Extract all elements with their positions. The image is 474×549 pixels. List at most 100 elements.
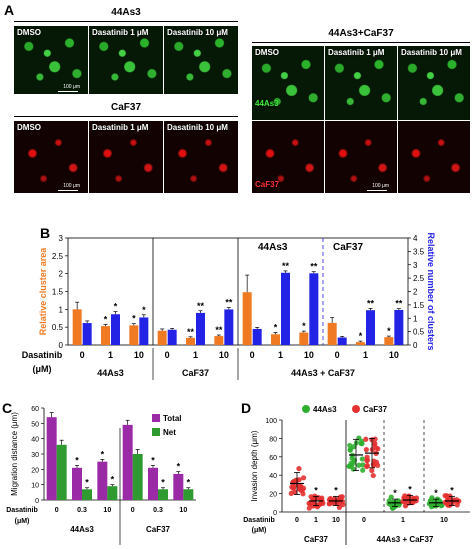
x-category: 0 xyxy=(55,507,59,514)
bar xyxy=(82,323,92,345)
significance-star: * xyxy=(161,478,165,488)
bar xyxy=(173,473,184,500)
x-unit: (μM) xyxy=(15,518,30,525)
bar xyxy=(337,337,347,345)
data-point xyxy=(292,489,298,495)
legend-marker xyxy=(352,405,360,413)
significance-star: ** xyxy=(282,261,290,271)
scale-bar xyxy=(367,190,387,191)
x-category: 0 xyxy=(165,350,170,360)
y-tick-label: 10 xyxy=(31,483,39,490)
significance-star: * xyxy=(387,326,391,336)
overlay-green-label: 44As3 xyxy=(255,99,279,108)
data-point xyxy=(336,504,342,511)
x-unit: (μM) xyxy=(252,527,267,534)
y-tick-label: 60 xyxy=(31,406,39,413)
scale-label: 100 μm xyxy=(63,84,80,90)
label: Dasatinib 1 μM xyxy=(92,28,149,37)
panel-a-title-coculture: 44As3+CaF37 xyxy=(328,28,394,39)
micro-44as3-das10: Dasatinib 10 μM xyxy=(164,26,238,94)
bar xyxy=(366,310,375,345)
data-point xyxy=(413,498,419,504)
data-point xyxy=(363,447,369,453)
label: Dasatinib 10 μM xyxy=(401,48,462,57)
bar xyxy=(101,326,110,345)
bar xyxy=(158,489,168,500)
data-point xyxy=(369,467,375,474)
panel-a-title-44as3: 44As3 xyxy=(111,7,141,18)
significance-star: * xyxy=(187,478,191,488)
y-right-tick-label: 1.5 xyxy=(413,301,425,310)
x-category: 0 xyxy=(250,350,255,360)
data-point xyxy=(375,462,381,468)
y-right-tick-label: 3.5 xyxy=(413,247,425,256)
inset-group-title: 44As3 xyxy=(258,242,288,253)
x-category: 10 xyxy=(440,517,448,524)
bar xyxy=(196,312,205,345)
legend-marker xyxy=(302,405,310,413)
y-left-tick-label: 1 xyxy=(59,305,64,314)
legend-label: Net xyxy=(163,428,176,437)
x-category: 1 xyxy=(193,350,198,360)
y-right-tick-label: 4 xyxy=(413,234,418,243)
bar xyxy=(56,444,67,500)
significance-star: * xyxy=(111,475,115,485)
label: Dasatinib 1 μM xyxy=(92,123,149,132)
y-axis-label: Invasion depth (μm) xyxy=(250,430,259,501)
bar xyxy=(107,486,118,500)
significance-star: * xyxy=(334,485,338,495)
bar xyxy=(214,336,224,345)
data-point xyxy=(454,502,460,508)
scale-bar xyxy=(58,190,78,191)
y-right-tick-label: 0 xyxy=(413,341,418,350)
x-group-label: CaF37 xyxy=(146,525,171,534)
label: Dasatinib 1 μM xyxy=(328,48,385,57)
significance-star: * xyxy=(177,462,181,472)
bar xyxy=(72,309,82,345)
panel-a-letter: A xyxy=(4,2,15,18)
significance-star: * xyxy=(434,488,438,498)
data-point xyxy=(347,442,353,449)
y-right-axis-label: Relative number of clusters xyxy=(426,232,436,350)
data-point xyxy=(296,466,302,472)
y-tick-label: 20 xyxy=(269,492,277,499)
y-right-tick-label: 3 xyxy=(413,261,418,270)
data-point xyxy=(372,436,378,442)
x-category: 10 xyxy=(103,507,111,514)
data-point xyxy=(372,441,378,447)
x-group-label: CaF37 xyxy=(304,535,329,544)
data-point xyxy=(402,498,409,504)
significance-star: * xyxy=(85,478,89,488)
bar xyxy=(167,329,177,345)
x-category: 1 xyxy=(314,517,318,524)
y-tick-label: 40 xyxy=(269,473,277,480)
scale-bar xyxy=(58,91,78,92)
data-point xyxy=(300,491,306,497)
panel-a-rule-caf37 xyxy=(14,116,238,117)
bar xyxy=(72,467,82,500)
panel-a-title-caf37: CaF37 xyxy=(110,102,141,113)
micro-44as3-das1: Dasatinib 1 μM xyxy=(89,26,163,94)
x-category: 0 xyxy=(295,517,299,524)
data-point xyxy=(360,467,366,473)
bar xyxy=(327,322,337,345)
significance-star: * xyxy=(450,485,454,495)
significance-star: * xyxy=(314,485,318,495)
y-right-tick-label: 0.5 xyxy=(413,328,425,337)
bar xyxy=(132,454,143,500)
significance-star: ** xyxy=(310,262,318,272)
overlay-red-label: CaF37 xyxy=(255,180,280,189)
x-title: Dasatinib xyxy=(243,517,275,524)
x-group-label: 44As3 + CaF37 xyxy=(291,368,355,378)
x-group-label: 44As3 xyxy=(70,525,94,534)
label: DMSO xyxy=(17,28,41,37)
scale-label: 100 μm xyxy=(63,183,80,189)
bar xyxy=(82,489,92,500)
y-left-tick-label: 0 xyxy=(59,341,64,350)
y-tick-label: 60 xyxy=(269,455,277,462)
bar xyxy=(309,273,319,345)
x-group-label: 44As3 xyxy=(97,368,124,378)
x-category: 1 xyxy=(278,350,283,360)
panel-a-rule-coculture xyxy=(252,42,470,43)
